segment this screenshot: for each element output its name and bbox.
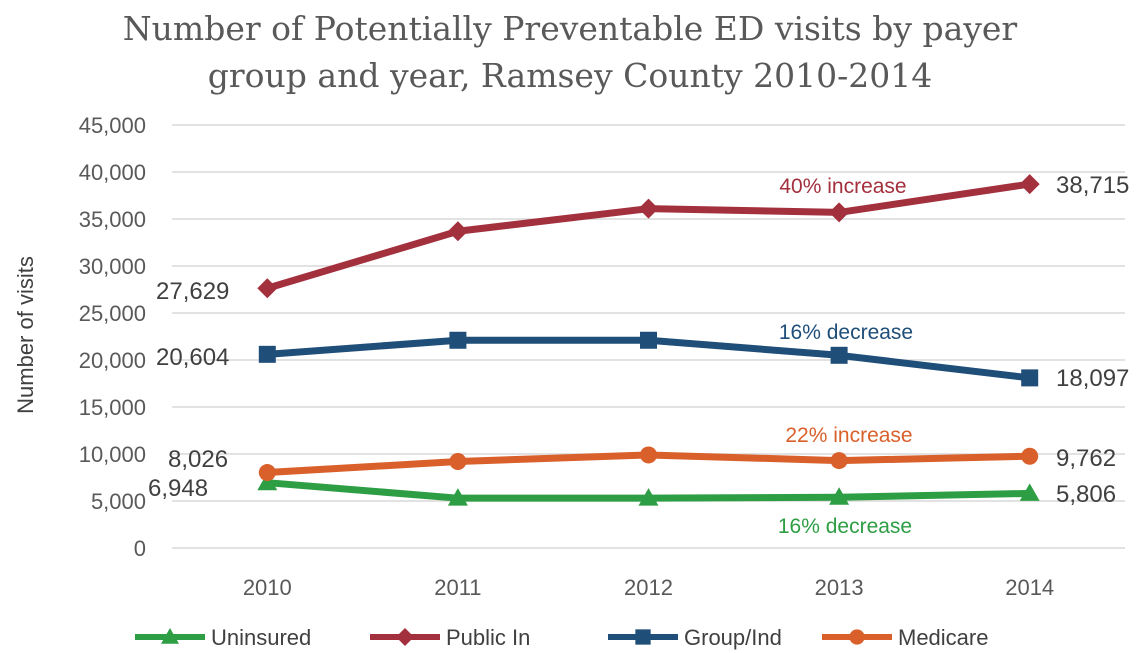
- y-axis-label: Number of visits: [13, 256, 38, 414]
- start-value-label: 27,629: [156, 278, 229, 305]
- y-axis-ticks: 0 5,000 10,000 15,000 20,000 25,000 30,000 35,0…: [79, 113, 146, 561]
- end-value-label: 9,762: [1056, 445, 1116, 472]
- change-annotation: 22% increase: [785, 424, 912, 447]
- series-public-in: [257, 174, 1040, 299]
- circle-marker: [640, 446, 657, 464]
- legend-label: Uninsured: [211, 625, 311, 650]
- square-marker: [1021, 369, 1039, 387]
- end-value-label: 18,097: [1056, 365, 1129, 392]
- diamond-marker: [638, 198, 659, 219]
- legend-label: Medicare: [898, 625, 988, 650]
- legend-item: Medicare: [822, 625, 988, 650]
- diamond-marker: [396, 628, 414, 646]
- y-tick-label: 10,000: [79, 442, 146, 467]
- end-value-label: 5,806: [1056, 481, 1116, 508]
- circle-marker: [1021, 447, 1039, 465]
- square-marker: [635, 629, 651, 645]
- diamond-marker: [829, 202, 850, 223]
- end-value-label: 38,715: [1056, 172, 1129, 199]
- change-annotation: 40% increase: [779, 175, 906, 198]
- series-group-ind: [258, 331, 1039, 387]
- start-value-label: 6,948: [148, 475, 208, 502]
- y-tick-label: 0: [134, 536, 146, 561]
- x-tick-label: 2011: [434, 575, 481, 600]
- x-tick-label: 2014: [1005, 575, 1054, 600]
- y-tick-label: 25,000: [79, 301, 146, 326]
- square-marker: [449, 331, 467, 349]
- legend: Uninsured Public In Group/Ind Medicare: [135, 625, 988, 650]
- legend-label: Public In: [446, 625, 530, 650]
- chart-title-line-2: group and year, Ramsey County 2010-2014: [208, 56, 932, 95]
- y-tick-label: 5,000: [91, 489, 146, 514]
- change-annotation: 16% decrease: [779, 321, 913, 344]
- diamond-marker: [1019, 174, 1040, 195]
- y-tick-label: 20,000: [79, 348, 146, 373]
- triangle-marker: [447, 488, 468, 506]
- x-axis-ticks: 2010 2011 2012 2013 2014: [243, 575, 1054, 600]
- circle-marker: [449, 453, 467, 471]
- legend-label: Group/Ind: [684, 625, 782, 650]
- diamond-marker: [447, 221, 468, 242]
- legend-item: Public In: [370, 625, 530, 650]
- legend-item: Uninsured: [135, 625, 311, 650]
- circle-marker: [258, 464, 276, 482]
- triangle-marker: [638, 488, 659, 506]
- data-labels: 6,948 5,806 16% decrease 8,026 9,762 22% incr…: [148, 172, 1129, 538]
- start-value-label: 20,604: [156, 344, 229, 371]
- start-value-label: 8,026: [168, 446, 228, 473]
- diamond-marker: [257, 278, 278, 299]
- triangle-marker: [829, 487, 850, 505]
- x-tick-label: 2010: [243, 575, 292, 600]
- y-tick-label: 15,000: [79, 395, 146, 420]
- circle-marker: [830, 452, 848, 470]
- legend-item: Group/Ind: [608, 625, 782, 650]
- triangle-marker: [161, 628, 179, 644]
- triangle-marker: [257, 472, 278, 491]
- y-tick-label: 35,000: [79, 207, 146, 232]
- circle-marker: [849, 629, 865, 645]
- square-marker: [830, 346, 848, 364]
- y-tick-label: 45,000: [79, 113, 146, 138]
- square-marker: [258, 345, 276, 363]
- series-uninsured: [257, 472, 1040, 506]
- x-tick-label: 2013: [815, 575, 864, 600]
- series-medicare: [258, 446, 1039, 482]
- change-annotation: 16% decrease: [778, 515, 912, 538]
- chart-title-line-1: Number of Potentially Preventable ED vis…: [123, 9, 1018, 48]
- y-tick-label: 30,000: [79, 254, 146, 279]
- y-tick-label: 40,000: [79, 160, 146, 185]
- triangle-marker: [1019, 483, 1040, 501]
- x-tick-label: 2012: [624, 575, 673, 600]
- series-layer: [257, 174, 1040, 506]
- square-marker: [640, 331, 657, 349]
